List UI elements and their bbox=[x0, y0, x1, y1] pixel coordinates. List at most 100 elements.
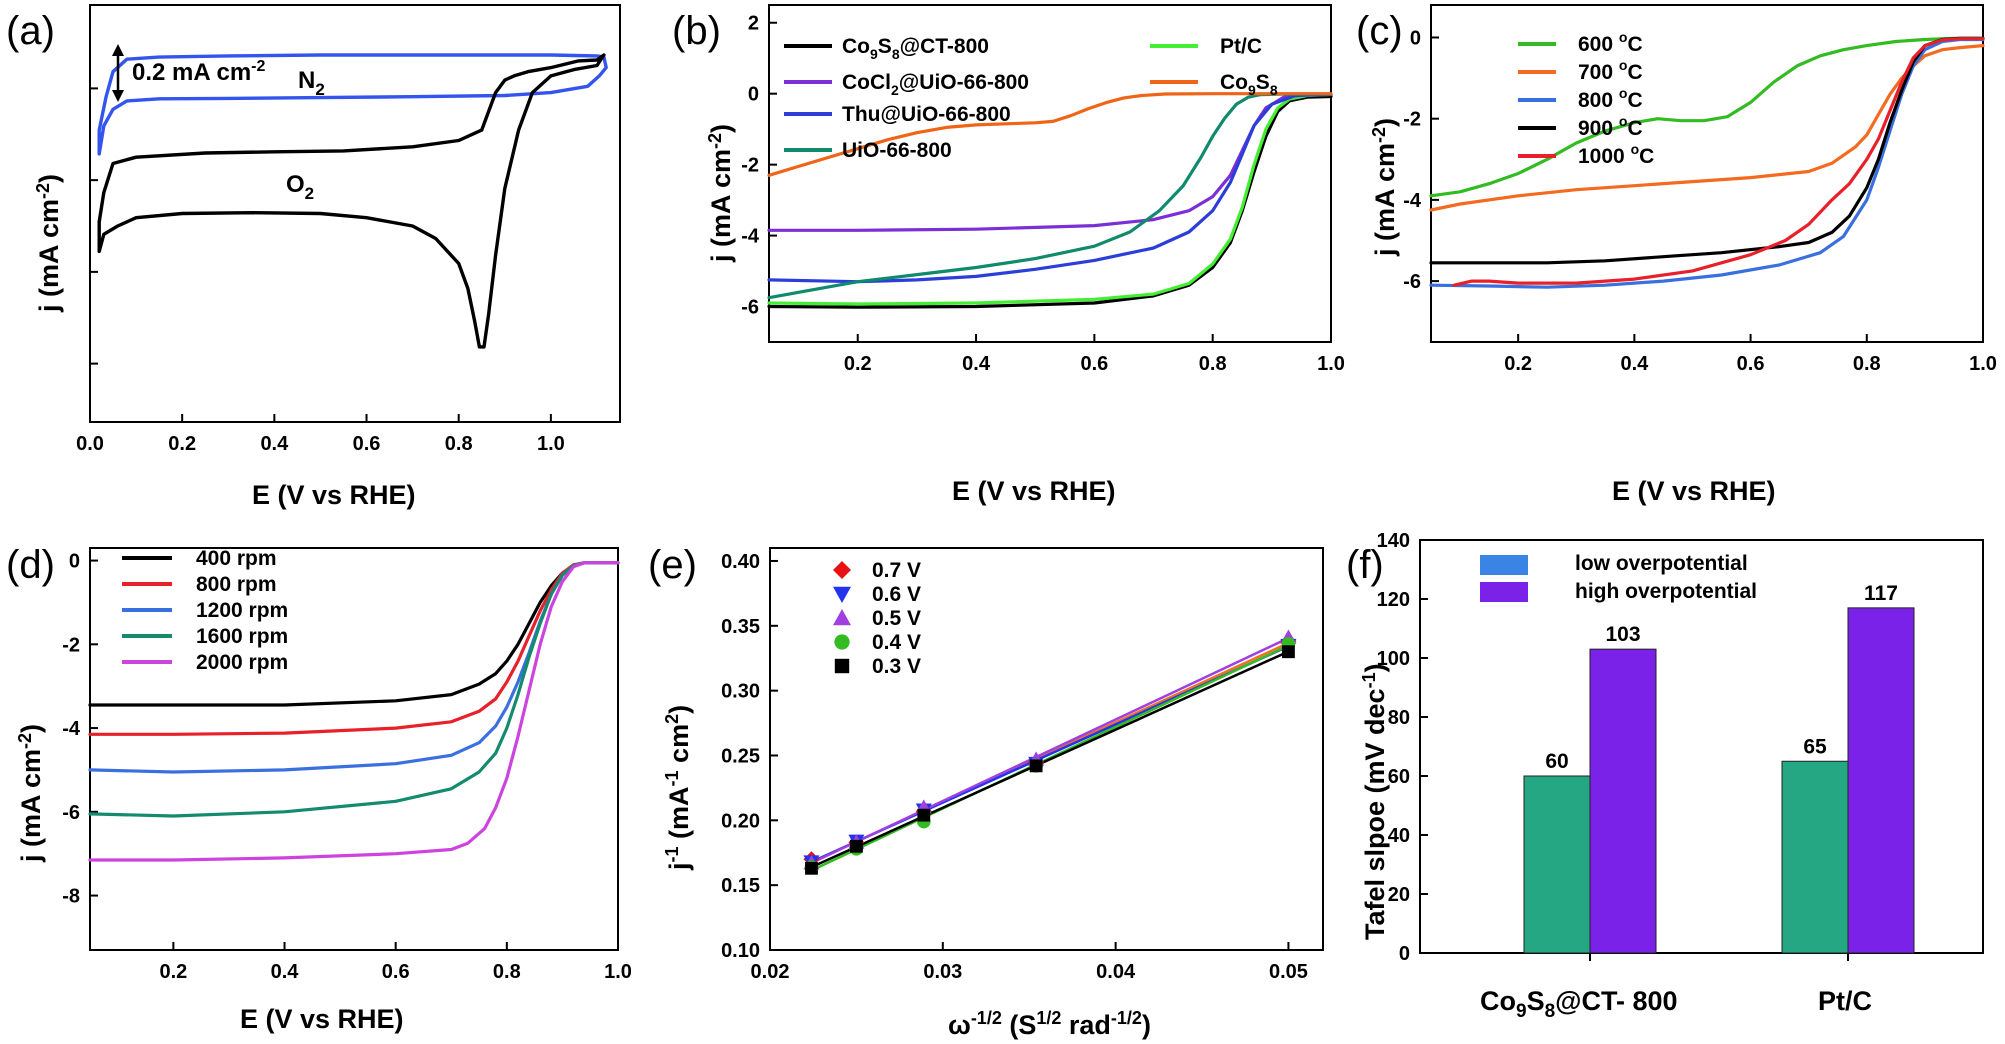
legend-cocl2-uio: CoCl2@UiO-66-800 bbox=[842, 71, 1029, 98]
legend-label: 800 rpm bbox=[196, 573, 277, 596]
series-900-oc bbox=[1429, 36, 1985, 265]
y-tick-label: 60 bbox=[1388, 766, 1410, 788]
panel-c-ylabel: j (mA cm-2) bbox=[1369, 118, 1400, 257]
marker-square bbox=[917, 808, 931, 822]
x-tick-label: 0.2 bbox=[159, 961, 187, 983]
legend-label: 0.3 V bbox=[872, 655, 921, 678]
y-tick-label: -6 bbox=[741, 297, 759, 319]
y-tick-label: -6 bbox=[62, 802, 80, 824]
y-tick-label: 0.40 bbox=[721, 551, 760, 573]
series-2000-rpm bbox=[88, 561, 620, 862]
y-tick-label: -2 bbox=[1403, 109, 1421, 131]
series-co9s8-ct-800 bbox=[767, 94, 1333, 309]
panel-b-x-ticks: 0.2 0.4 0.6 0.8 1.0 bbox=[844, 334, 1345, 375]
panel-e-series bbox=[803, 629, 1297, 875]
panel-d-ylabel: j (mA cm-2) bbox=[15, 724, 46, 863]
x-tick-label: 0.4 bbox=[260, 433, 289, 455]
panel-f-y-ticks: 0 20 40 60 80 100 120 140 bbox=[1377, 530, 1428, 965]
x-tick-label: 0.6 bbox=[353, 433, 381, 455]
series-1200-rpm bbox=[88, 561, 620, 774]
panel-b-y-ticks: -6 -4 -2 0 2 bbox=[741, 13, 777, 319]
panel-f-letter: (f) bbox=[1346, 543, 1384, 587]
y-tick-label: 0.35 bbox=[721, 616, 760, 638]
y-tick-label: 0.15 bbox=[721, 875, 760, 897]
panel-d: (d) 0.2 0.4 0.6 0.8 1.0 -8 -6 -4 -2 0 400 rpm 800… bbox=[6, 543, 632, 1034]
bar-low bbox=[1781, 760, 1849, 954]
fit-line bbox=[810, 636, 1289, 865]
panel-d-series bbox=[88, 561, 620, 862]
x-tick-label: 0.2 bbox=[168, 433, 196, 455]
scale-bar-label: 0.2 mA cm-2 bbox=[132, 58, 266, 86]
panel-c-letter: (c) bbox=[1356, 9, 1403, 53]
o2-label: O2 bbox=[286, 171, 314, 203]
marker-triangle-up bbox=[833, 609, 851, 626]
scale-bar-text: 0.2 mA cm bbox=[132, 59, 251, 86]
y-tick-label: 100 bbox=[1377, 648, 1410, 670]
legend-swatch-low bbox=[1480, 555, 1528, 575]
x-tick-label: 0.8 bbox=[1853, 353, 1881, 375]
y-tick-label: -4 bbox=[62, 718, 81, 740]
y-tick-label: 0 bbox=[748, 84, 759, 106]
series-700-oc bbox=[1429, 44, 1985, 212]
marker-square bbox=[805, 861, 818, 875]
series-800-oc bbox=[1429, 37, 1985, 289]
y-tick-label: -2 bbox=[62, 634, 80, 656]
x-tick-label: 0.6 bbox=[1737, 353, 1765, 375]
x-tick-label: 0.05 bbox=[1269, 961, 1308, 983]
marker-square bbox=[850, 839, 863, 853]
panel-f-ylabel: Tafel slpoe (mV dec-1) bbox=[1359, 663, 1390, 940]
bar-low bbox=[1523, 775, 1591, 954]
series-co9s8 bbox=[767, 92, 1333, 177]
scale-bar-arrow bbox=[112, 44, 124, 102]
panel-e-x-ticks: 0.02 0.03 0.04 0.05 bbox=[751, 942, 1308, 983]
legend-ptc: Pt/C bbox=[1220, 35, 1262, 58]
panel-b: (b) 0.2 0.4 0.6 0.8 1.0 -6 -4 -2 0 2 Co9S8@CT-80… bbox=[672, 4, 1345, 506]
y-tick-label: 2 bbox=[748, 13, 759, 35]
panel-e-legend: 0.7 V0.6 V0.5 V0.4 V0.3 V bbox=[833, 559, 921, 678]
panel-d-x-ticks: 0.2 0.4 0.6 0.8 1.0 bbox=[159, 942, 632, 983]
x-tick-label: 0.4 bbox=[1620, 353, 1649, 375]
series-pt-c bbox=[767, 92, 1333, 306]
legend-label: 0.6 V bbox=[872, 583, 921, 606]
x-tick-label: 0.03 bbox=[923, 961, 962, 983]
legend-900: 900 oC bbox=[1578, 113, 1643, 140]
panel-e-xlabel: ω-1/2 (S1/2 rad-1/2) bbox=[948, 1008, 1151, 1040]
legend-swatch-high bbox=[1480, 582, 1528, 602]
panel-f: (f) 0 20 40 60 80 100 120 140 60 103 65 117 low ov… bbox=[1346, 530, 1984, 1022]
x-tick-label: 0.02 bbox=[751, 961, 790, 983]
panel-c-x-ticks: 0.2 0.4 0.6 0.8 1.0 bbox=[1504, 334, 1997, 375]
y-tick-label: 120 bbox=[1377, 589, 1410, 611]
x-tick-label: 0.0 bbox=[76, 433, 104, 455]
legend-label: 1200 rpm bbox=[196, 599, 288, 622]
panel-f-frame bbox=[1419, 539, 1984, 954]
bar-value-label: 65 bbox=[1803, 735, 1827, 758]
y-tick-label: 0 bbox=[1410, 27, 1421, 49]
marker-square bbox=[1282, 645, 1295, 659]
x-tick-label: 0.4 bbox=[962, 353, 991, 375]
y-tick-label: 140 bbox=[1377, 530, 1410, 552]
series-cocl2-uio-66-800 bbox=[767, 92, 1333, 232]
panel-a-frame bbox=[89, 4, 621, 423]
panel-b-series bbox=[767, 92, 1333, 309]
panel-c-xlabel: E (V vs RHE) bbox=[1612, 476, 1776, 506]
y-tick-label: 40 bbox=[1388, 825, 1410, 847]
panel-e-ylabel: j-1 (mA-1 cm2) bbox=[662, 705, 694, 871]
marker-diamond bbox=[833, 561, 851, 579]
legend-label: 400 rpm bbox=[196, 547, 277, 570]
panel-a-letter: (a) bbox=[6, 9, 55, 53]
bar-value-label: 117 bbox=[1864, 582, 1898, 605]
bar-value-label: 103 bbox=[1605, 623, 1640, 646]
marker-triangle-down bbox=[833, 586, 851, 603]
panel-d-letter: (d) bbox=[6, 543, 55, 587]
x-tick-label: 0.6 bbox=[382, 961, 410, 983]
panel-c-series bbox=[1429, 36, 1985, 289]
panel-e-frame bbox=[769, 547, 1324, 951]
category-co9s8-ct800: Co9S8@CT- 800 bbox=[1480, 986, 1678, 1022]
legend-co9s8-ct800: Co9S8@CT-800 bbox=[842, 35, 989, 62]
category-ptc: Pt/C bbox=[1818, 986, 1872, 1016]
x-tick-label: 1.0 bbox=[537, 433, 565, 455]
y-tick-label: 20 bbox=[1388, 884, 1410, 906]
y-tick-label: 0.30 bbox=[721, 681, 760, 703]
x-tick-label: 0.4 bbox=[271, 961, 300, 983]
